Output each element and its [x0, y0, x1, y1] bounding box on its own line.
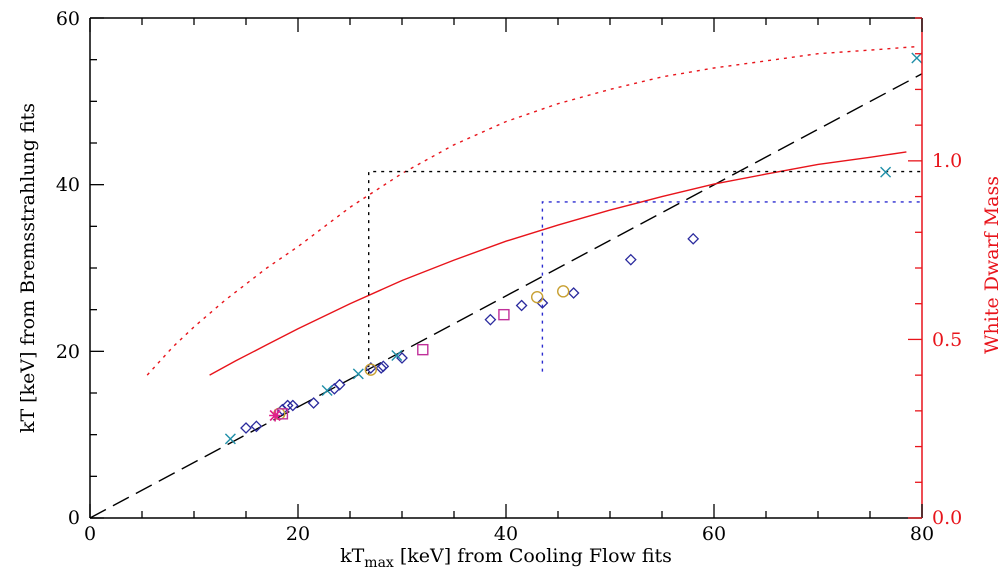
data-point-square — [498, 308, 510, 321]
x-axis-title-sub: max — [364, 555, 394, 571]
x-tick-label-0: 0 — [84, 523, 96, 545]
y-tick-label-40: 40 — [56, 174, 80, 196]
x-tick-label-40: 40 — [494, 523, 518, 545]
y-tick-label-0: 0 — [68, 507, 80, 529]
x-axis-title-main: kT — [340, 545, 365, 567]
series-line-one-to-one — [89, 73, 923, 519]
y2-axis-title: White Dwarf Mass — [981, 176, 1003, 354]
x-axis-title-rest: [keV] from Cooling Flow fits — [394, 545, 672, 567]
data-point-star — [269, 409, 282, 422]
y2-tick-label-0-5: 0.5 — [932, 329, 962, 351]
data-point-cross — [391, 350, 403, 361]
data-point-cross — [911, 52, 923, 64]
data-point-diamond — [286, 399, 299, 412]
data-point-cross — [880, 166, 892, 178]
data-point-diamond — [624, 253, 637, 266]
data-point-cross — [352, 368, 364, 380]
data-point-diamond — [240, 422, 252, 434]
data-point-circle — [557, 285, 570, 298]
ticks — [89, 17, 923, 519]
data-point-diamond — [567, 287, 580, 299]
data-point-circle — [364, 363, 377, 376]
data-point-diamond — [536, 297, 549, 309]
series-line-mass-dotted — [146, 45, 917, 376]
data-point-diamond — [333, 378, 346, 391]
data-point-square — [417, 343, 429, 356]
data-point-diamond — [307, 397, 320, 409]
data-point-diamond — [377, 360, 390, 373]
data-point-diamond — [687, 232, 700, 245]
series-line-mass-solid — [209, 151, 907, 376]
y-axis-title: kT [keV] from Bremsstrahlung fits — [17, 103, 39, 433]
plot-markers — [224, 52, 923, 445]
y-tick-label-60: 60 — [56, 8, 80, 30]
plot-lines — [89, 45, 923, 519]
x-axis-title: kTmax [keV] from Cooling Flow fits — [340, 545, 672, 571]
y2-tick-label-1: 1.0 — [932, 150, 962, 172]
series-line-guide-blue — [541, 201, 922, 372]
data-point-diamond — [484, 313, 497, 326]
y-tick-label-20: 20 — [56, 341, 80, 363]
data-point-diamond — [364, 362, 377, 374]
data-point-diamond — [396, 352, 408, 364]
data-point-diamond — [515, 299, 528, 312]
x-tick-label-20: 20 — [286, 523, 310, 545]
x-tick-label-60: 60 — [702, 523, 726, 545]
data-point-circle — [531, 290, 544, 304]
data-point-diamond — [250, 420, 263, 433]
y2-tick-label-0: 0.0 — [932, 507, 962, 529]
data-point-cross — [321, 385, 333, 396]
x-tick-label-80: 80 — [910, 523, 934, 545]
data-point-cross — [224, 433, 236, 445]
